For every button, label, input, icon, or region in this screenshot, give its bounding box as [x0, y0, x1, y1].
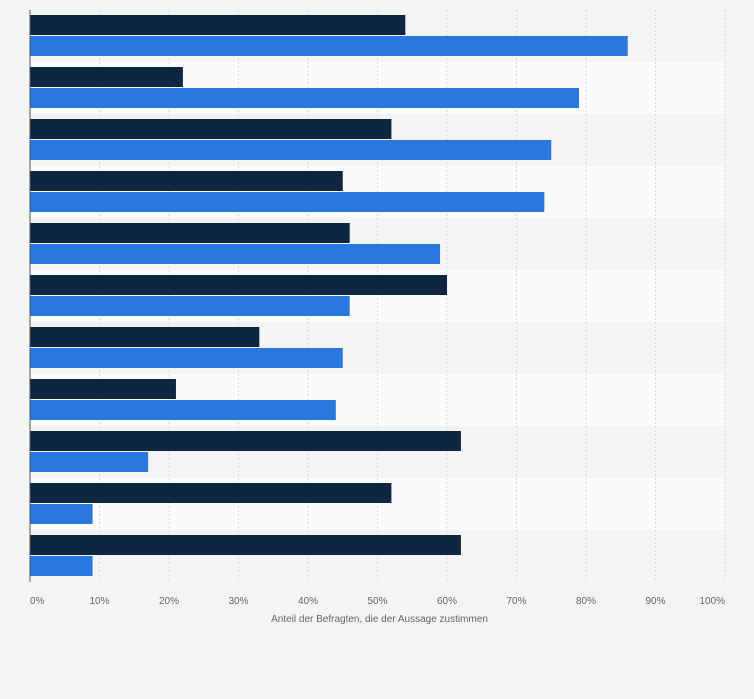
x-axis-title: Anteil der Befragten, die der Aussage zu… [271, 614, 488, 625]
x-axis-ticks: 0% 10% 20% 30% 40% 50% 60% 70% 80% 90% 100% [30, 596, 725, 607]
bar-series-2 [30, 36, 628, 56]
bar-series-1 [30, 67, 183, 87]
bar-series-2 [30, 504, 93, 524]
bar-series-1 [30, 327, 260, 347]
x-tick-label: 50% [367, 596, 387, 607]
bar-series-2 [30, 140, 552, 160]
bar-series-1 [30, 275, 447, 295]
bar-series-1 [30, 15, 406, 35]
bars [30, 15, 628, 576]
x-tick-label: 0% [30, 596, 45, 607]
x-tick-label: 30% [228, 596, 248, 607]
bar-series-2 [30, 348, 343, 368]
x-tick-label: 60% [437, 596, 457, 607]
bar-series-1 [30, 535, 461, 555]
x-tick-label: 80% [576, 596, 596, 607]
bar-series-2 [30, 88, 580, 108]
x-tick-label: 100% [699, 596, 725, 607]
x-tick-label: 90% [645, 596, 665, 607]
x-tick-label: 40% [298, 596, 318, 607]
bar-series-2 [30, 556, 93, 576]
bar-series-1 [30, 379, 176, 399]
bar-series-2 [30, 192, 545, 212]
bar-series-1 [30, 171, 343, 191]
x-tick-label: 70% [506, 596, 526, 607]
bar-series-2 [30, 452, 149, 472]
bar-series-2 [30, 400, 336, 420]
bar-series-2 [30, 244, 441, 264]
bar-series-1 [30, 223, 350, 243]
bar-series-1 [30, 119, 392, 139]
bar-series-1 [30, 431, 461, 451]
x-tick-label: 20% [159, 596, 179, 607]
x-tick-label: 10% [89, 596, 109, 607]
bar-series-2 [30, 296, 350, 316]
bar-series-1 [30, 483, 392, 503]
